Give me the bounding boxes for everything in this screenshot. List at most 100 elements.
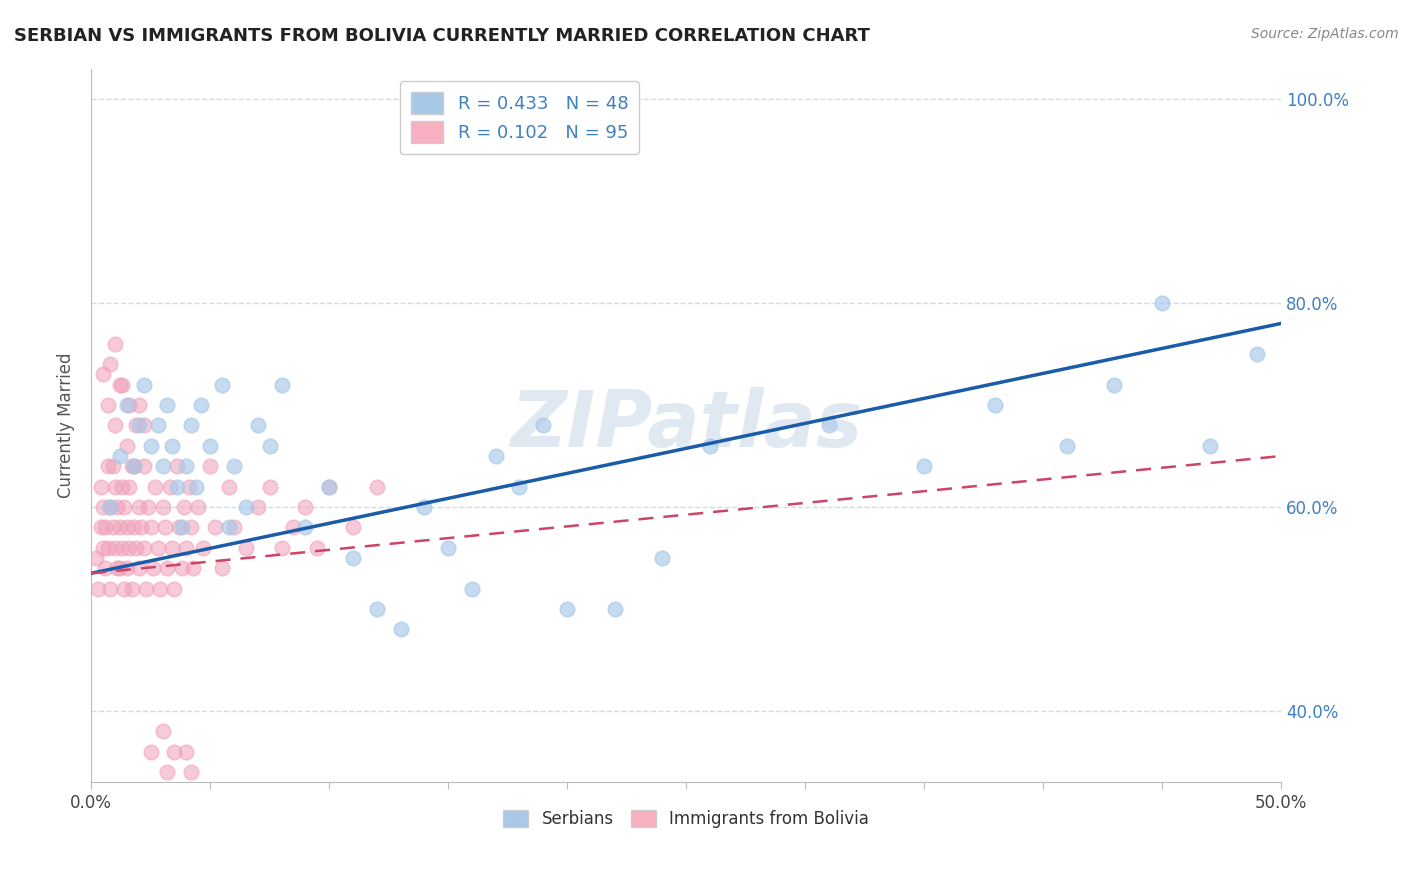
Point — [180, 765, 202, 780]
Point — [318, 480, 340, 494]
Point — [259, 480, 281, 494]
Point — [270, 541, 292, 555]
Point — [142, 561, 165, 575]
Point — [91, 541, 114, 555]
Point — [167, 520, 190, 534]
Point — [156, 765, 179, 780]
Point — [413, 500, 436, 514]
Point — [104, 480, 127, 494]
Point — [218, 480, 240, 494]
Point — [129, 520, 152, 534]
Point — [111, 541, 134, 555]
Point — [121, 459, 143, 474]
Point — [191, 541, 214, 555]
Point — [603, 602, 626, 616]
Point — [1150, 296, 1173, 310]
Point — [139, 439, 162, 453]
Point — [152, 459, 174, 474]
Point — [177, 480, 200, 494]
Point — [246, 500, 269, 514]
Point — [222, 520, 245, 534]
Point — [461, 582, 484, 596]
Point — [91, 500, 114, 514]
Point — [211, 561, 233, 575]
Point — [121, 582, 143, 596]
Point — [87, 582, 110, 596]
Point — [156, 398, 179, 412]
Point — [132, 418, 155, 433]
Point — [122, 459, 145, 474]
Point — [118, 541, 141, 555]
Point — [98, 357, 121, 371]
Point — [153, 520, 176, 534]
Point — [145, 480, 167, 494]
Point — [122, 459, 145, 474]
Point — [97, 541, 120, 555]
Point — [190, 398, 212, 412]
Point — [111, 480, 134, 494]
Point — [97, 459, 120, 474]
Point — [98, 582, 121, 596]
Point — [699, 439, 721, 453]
Point — [170, 520, 193, 534]
Point — [187, 500, 209, 514]
Point — [139, 520, 162, 534]
Point — [294, 500, 316, 514]
Point — [180, 520, 202, 534]
Point — [366, 602, 388, 616]
Point — [111, 377, 134, 392]
Point — [1104, 377, 1126, 392]
Point — [105, 561, 128, 575]
Point — [366, 480, 388, 494]
Point — [508, 480, 530, 494]
Point — [94, 561, 117, 575]
Point — [149, 582, 172, 596]
Point — [176, 459, 198, 474]
Point — [342, 520, 364, 534]
Point — [118, 398, 141, 412]
Point — [122, 520, 145, 534]
Point — [173, 500, 195, 514]
Point — [104, 418, 127, 433]
Point — [1198, 439, 1220, 453]
Point — [84, 551, 107, 566]
Point — [166, 459, 188, 474]
Point — [294, 520, 316, 534]
Point — [156, 561, 179, 575]
Point — [97, 398, 120, 412]
Point — [1056, 439, 1078, 453]
Point — [163, 745, 186, 759]
Point — [108, 520, 131, 534]
Point — [115, 439, 138, 453]
Point — [118, 480, 141, 494]
Point — [128, 500, 150, 514]
Point — [135, 582, 157, 596]
Legend: Serbians, Immigrants from Bolivia: Serbians, Immigrants from Bolivia — [496, 803, 876, 835]
Point — [132, 541, 155, 555]
Point — [531, 418, 554, 433]
Point — [152, 724, 174, 739]
Point — [176, 745, 198, 759]
Point — [128, 561, 150, 575]
Point — [163, 582, 186, 596]
Point — [94, 520, 117, 534]
Point — [259, 439, 281, 453]
Point — [132, 459, 155, 474]
Point — [90, 520, 112, 534]
Point — [160, 439, 183, 453]
Point — [211, 377, 233, 392]
Point — [198, 439, 221, 453]
Point — [125, 418, 148, 433]
Point — [170, 786, 193, 800]
Point — [101, 459, 124, 474]
Y-axis label: Currently Married: Currently Married — [58, 352, 75, 499]
Point — [437, 541, 460, 555]
Point — [128, 418, 150, 433]
Point — [389, 623, 412, 637]
Point — [246, 418, 269, 433]
Point — [105, 500, 128, 514]
Point — [159, 480, 181, 494]
Point — [183, 561, 205, 575]
Point — [184, 480, 207, 494]
Point — [166, 480, 188, 494]
